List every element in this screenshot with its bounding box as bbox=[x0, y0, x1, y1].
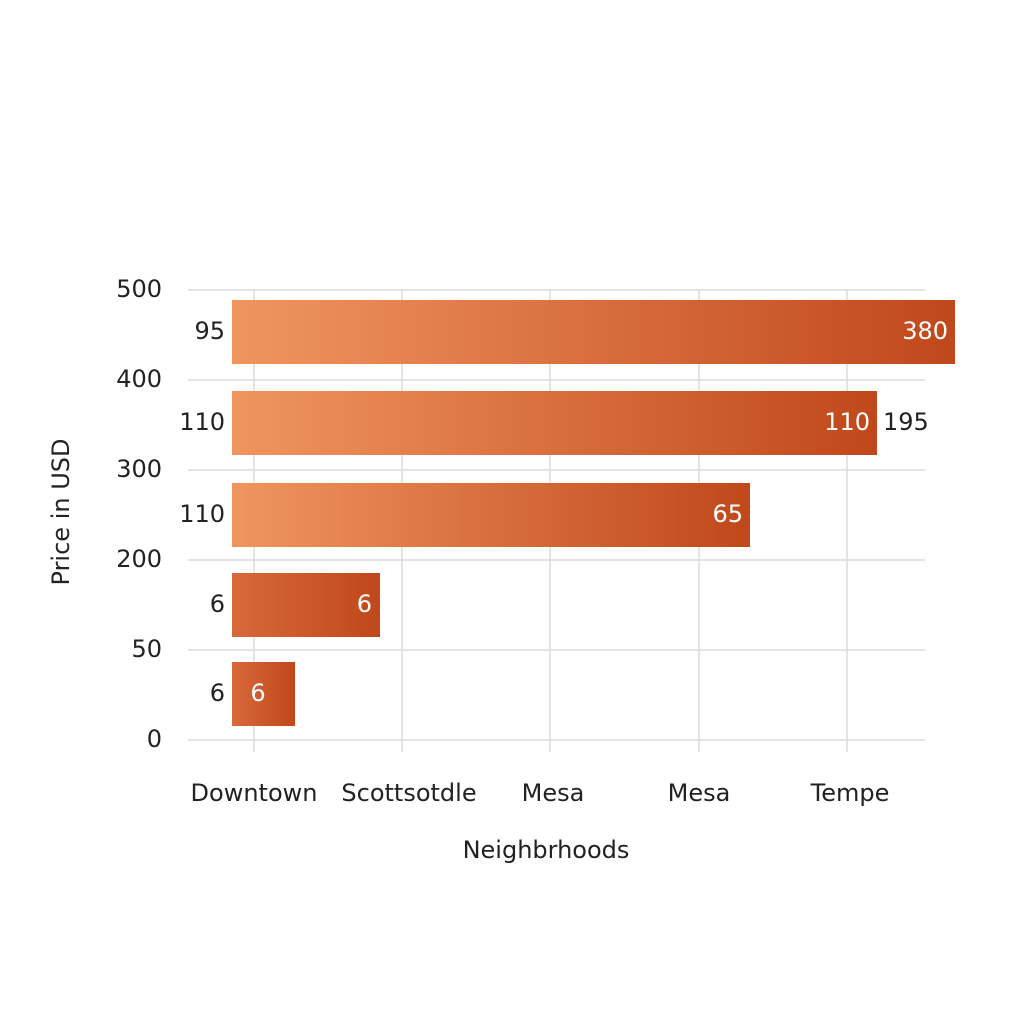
x-tick-label: Mesa bbox=[522, 779, 585, 807]
bar-value-label: 6 bbox=[250, 679, 265, 707]
bar-value-label: 65 bbox=[712, 500, 743, 528]
x-tick-label: Scottsotdle bbox=[341, 779, 476, 807]
bar-value-label: 110 bbox=[824, 408, 870, 436]
bar-outer-label: 110 bbox=[179, 408, 225, 436]
x-tick-label: Downtown bbox=[191, 779, 318, 807]
y-tick-label: 0 bbox=[147, 725, 162, 753]
bar bbox=[232, 391, 877, 455]
x-axis-label: Neighbrhoods bbox=[463, 836, 630, 864]
bar bbox=[232, 300, 955, 364]
y-tick-label: 50 bbox=[131, 635, 162, 663]
x-tick-label: Tempe bbox=[810, 779, 890, 807]
bar-outer-label: 6 bbox=[210, 679, 225, 707]
y-tick-label: 500 bbox=[116, 275, 162, 303]
bar bbox=[232, 573, 380, 637]
y-tick-label: 400 bbox=[116, 365, 162, 393]
bar-value-label: 380 bbox=[902, 317, 948, 345]
bar-outer-label: 110 bbox=[179, 500, 225, 528]
y-tick-label: 200 bbox=[116, 545, 162, 573]
y-tick-label: 300 bbox=[116, 455, 162, 483]
bar-outer-label: 95 bbox=[194, 317, 225, 345]
bar-outer-label: 6 bbox=[210, 590, 225, 618]
x-tick-label: Mesa bbox=[668, 779, 731, 807]
bar-after-label: 195 bbox=[883, 408, 929, 436]
bar bbox=[232, 662, 295, 726]
y-axis-label: Price in USD bbox=[47, 439, 75, 586]
bar-value-label: 6 bbox=[357, 590, 372, 618]
bar bbox=[232, 483, 750, 547]
